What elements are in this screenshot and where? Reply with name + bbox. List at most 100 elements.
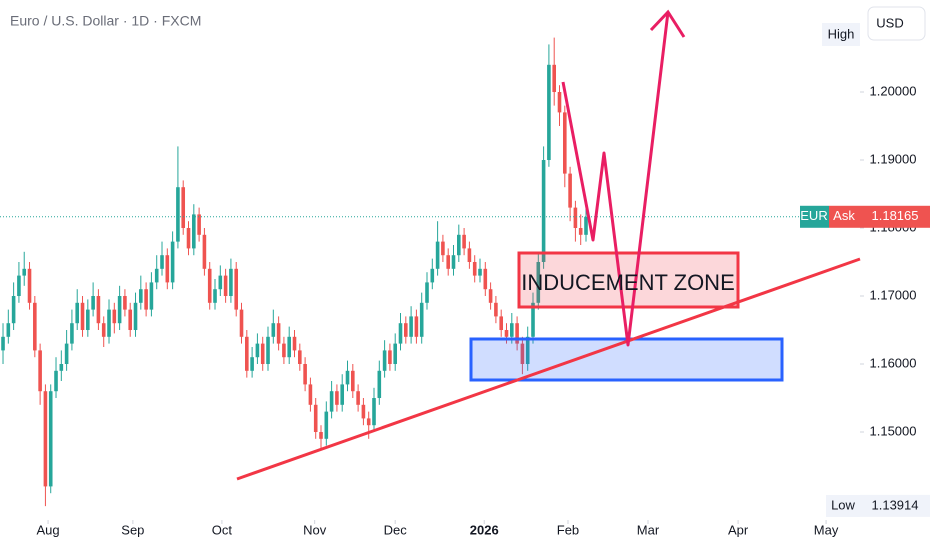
candle-body (86, 309, 90, 331)
candle-body (22, 268, 27, 276)
candle-body (419, 302, 424, 337)
y-tick-label: 1.16000 (870, 355, 917, 370)
candle-body (197, 214, 201, 235)
candle-body (308, 384, 313, 405)
ask-tag (829, 205, 860, 228)
candle-body (54, 370, 58, 392)
demand-zone (469, 337, 784, 382)
candles (0, 37, 860, 507)
x-tick-label: Mar (637, 522, 660, 537)
candle-body (393, 343, 398, 365)
candle-body (377, 370, 382, 399)
low-tag (826, 495, 860, 517)
candle-body (382, 350, 387, 371)
candle-body (1, 336, 5, 351)
candle-body (64, 343, 69, 365)
x-tick-label: Dec (384, 522, 408, 537)
x-tick-label: 2026 (470, 522, 499, 537)
currency-button[interactable] (867, 6, 926, 41)
candle-body (75, 302, 80, 324)
candle-body (446, 255, 451, 269)
candle-body (239, 309, 244, 337)
candle-body (70, 323, 74, 344)
candle-body (351, 370, 355, 392)
candle-body (128, 309, 133, 331)
candle-body (292, 336, 297, 351)
candle-body (425, 282, 429, 303)
candle-body (345, 370, 350, 385)
candle-body (441, 241, 445, 256)
ask-tag-label: Ask (833, 208, 855, 223)
candle-body (340, 384, 345, 405)
last-price-label: 1.18165 (872, 208, 919, 223)
candle-body (483, 268, 488, 290)
arrowhead (649, 9, 686, 38)
candle-body (536, 262, 541, 303)
candle-body (414, 316, 419, 337)
candle-body (260, 343, 265, 365)
candle-body (409, 316, 413, 337)
candle-body (271, 323, 276, 337)
symbol-tag-label: EUR (800, 208, 827, 223)
candle-body (541, 160, 546, 263)
candle-body (578, 228, 583, 235)
zone-label: INDUCEMENT ZONE (521, 270, 735, 295)
candle-body (552, 64, 557, 93)
high-label: High (828, 26, 855, 41)
candle-body (319, 432, 323, 439)
candle-body (499, 316, 504, 331)
candle-body (557, 92, 562, 113)
candle-body (80, 302, 85, 331)
candle-body (335, 391, 339, 405)
candle-body (149, 282, 154, 310)
symbol-title: Euro / U.S. Dollar · 1D · FXCM (10, 13, 201, 29)
candle-body (404, 323, 408, 337)
candle-body (276, 323, 281, 344)
candle-body (181, 187, 186, 229)
candle-body (43, 391, 48, 487)
candle-body (170, 241, 175, 283)
candle-body (17, 275, 21, 297)
candle-body (6, 323, 11, 337)
candle-body (96, 296, 101, 324)
y-tick-label: 1.15000 (870, 423, 917, 438)
candle-body (504, 330, 509, 337)
candle-body (298, 350, 302, 365)
x-tick-label: Oct (212, 522, 233, 537)
candle-body (223, 275, 228, 297)
candle-body (139, 289, 143, 303)
candle-body (165, 255, 170, 283)
candle-body (451, 255, 456, 269)
candle-body (117, 296, 122, 324)
candle-body (123, 296, 127, 310)
low-price-label: 1.13914 (872, 497, 919, 512)
candle-body (107, 309, 111, 337)
x-tick-label: Nov (303, 522, 327, 537)
candle-body (234, 268, 239, 310)
candle-body (160, 255, 164, 269)
candle-body (27, 268, 32, 303)
candle-body (515, 323, 519, 344)
candle-body (398, 323, 403, 344)
candle-body (520, 343, 525, 365)
candle-body (472, 262, 477, 276)
candle-body (154, 268, 159, 283)
candle-body (324, 411, 329, 439)
candle-body (478, 268, 482, 276)
candle-body (313, 404, 318, 433)
candle-body (568, 173, 572, 208)
candle-body (218, 275, 223, 290)
candle-body (11, 296, 16, 324)
candle-body (563, 112, 567, 174)
candle-body (91, 296, 95, 310)
candle-body (388, 350, 392, 365)
candle-body (435, 241, 440, 269)
candle-body (457, 234, 461, 256)
candle-body (525, 336, 530, 365)
candle-body (266, 336, 270, 365)
currency-label[interactable]: USD (876, 15, 903, 30)
candle-body (430, 268, 435, 283)
candle-body (303, 364, 307, 385)
